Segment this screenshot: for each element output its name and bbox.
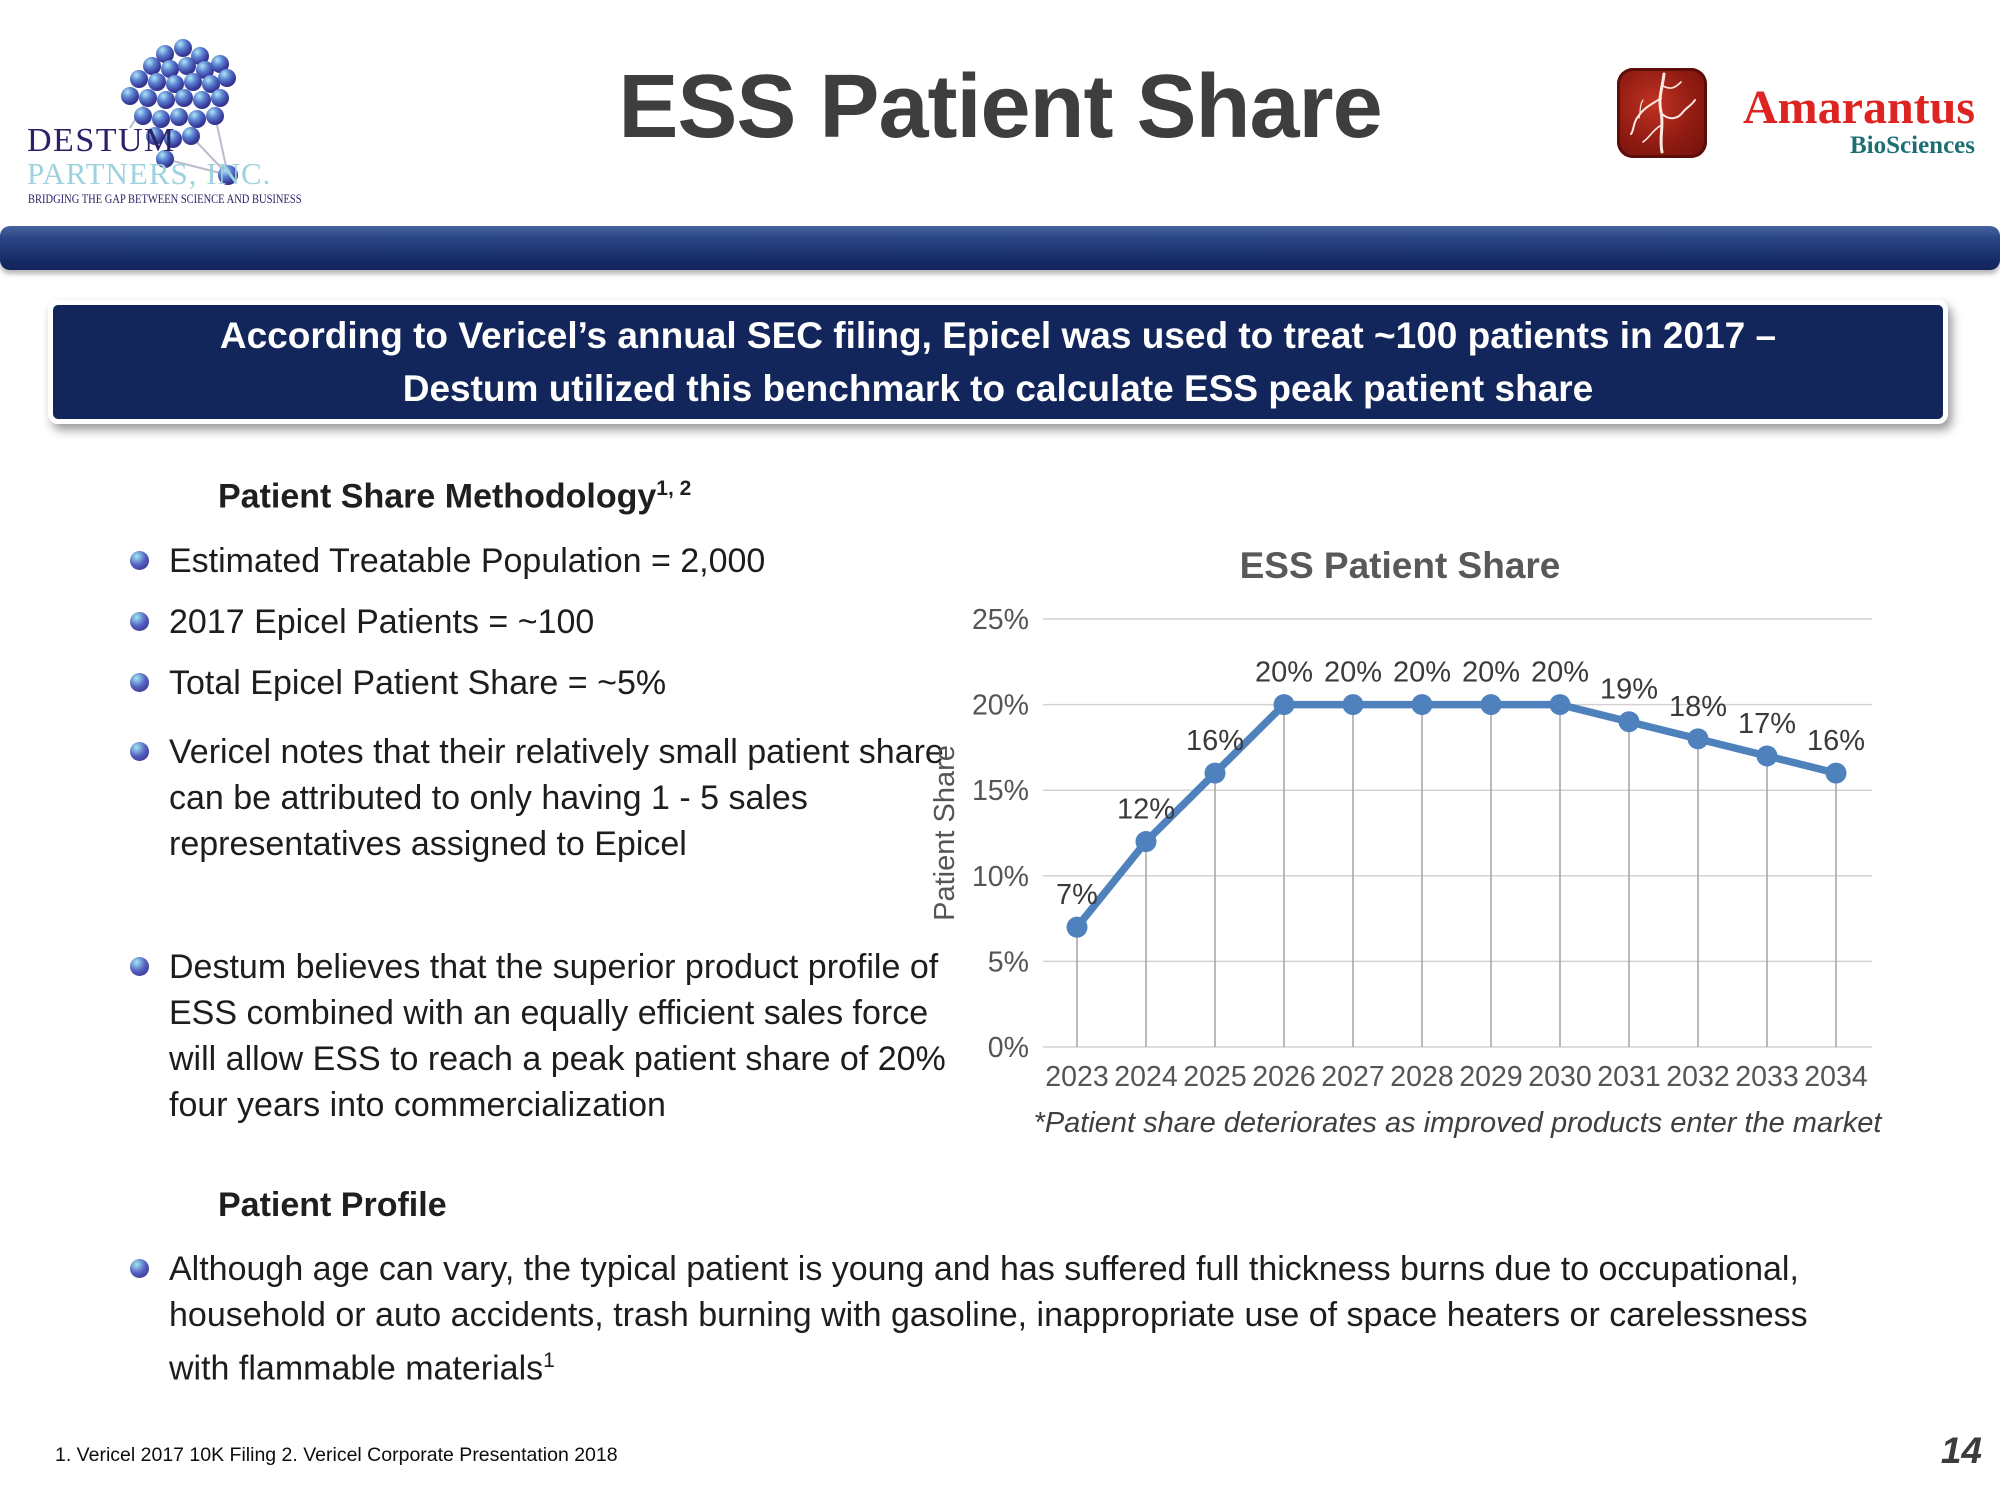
data-label: 18% [1669, 691, 1727, 723]
list-item: Destum believes that the superior produc… [130, 944, 960, 1128]
data-point-2032 [1687, 728, 1709, 750]
list-item: Estimated Treatable Population = 2,000 [130, 538, 765, 584]
x-tick-label: 2029 [1459, 1061, 1522, 1093]
y-tick-label: 10% [972, 861, 1029, 893]
y-tick-label: 20% [972, 690, 1029, 722]
list-item: Vericel notes that their relatively smal… [130, 729, 950, 867]
y-tick-label: 15% [972, 775, 1029, 807]
bullet-sphere-icon [130, 551, 149, 570]
data-point-2031 [1618, 711, 1640, 733]
ess-patient-share-chart: ESS Patient Share Patient Share 0% 5% 10% 15%… [929, 520, 1910, 1160]
bullet-text: Destum believes that the superior produc… [169, 948, 946, 1124]
data-label: 7% [1056, 879, 1098, 911]
data-point-2023 [1066, 916, 1088, 938]
banner-line-1: According to Vericel’s annual SEC filing… [219, 315, 1777, 356]
profile-heading: Patient Profile [218, 1186, 447, 1224]
amarantus-vein-icon [1617, 68, 1707, 158]
data-point-2027 [1342, 694, 1364, 716]
data-point-2029 [1480, 694, 1502, 716]
x-tick-label: 2031 [1597, 1061, 1660, 1093]
chart-annotation: *Patient share deteriorates as improved … [1034, 1107, 1884, 1139]
y-tick-label: 0% [988, 1032, 1029, 1064]
x-tick-label: 2028 [1390, 1061, 1453, 1093]
x-tick-label: 2030 [1528, 1061, 1591, 1093]
bullet-sphere-icon [130, 1259, 149, 1278]
data-point-2025 [1204, 762, 1226, 784]
x-tick-label: 2033 [1735, 1061, 1798, 1093]
bullet-text: Although age can vary, the typical patie… [169, 1250, 1808, 1388]
data-label: 20% [1324, 657, 1382, 689]
bullet-text: Total Epicel Patient Share = ~5% [169, 664, 667, 702]
bullet-sphere-icon [130, 673, 149, 692]
bullet-sphere-icon [130, 612, 149, 631]
methodology-heading: Patient Share Methodology1, 2 [218, 477, 691, 516]
destum-logo: DESTUM PARTNERS, INC. BRIDGING THE GAP B… [15, 22, 325, 227]
x-tick-label: 2034 [1804, 1061, 1868, 1093]
data-point-2034 [1825, 762, 1847, 784]
data-label: 16% [1807, 725, 1865, 757]
page-number: 14 [1940, 1430, 1982, 1471]
banner-line-2: Destum utilized this benchmark to calcul… [402, 368, 1594, 409]
bullet-text: Vericel notes that their relatively smal… [169, 733, 944, 863]
list-item: Total Epicel Patient Share = ~5% [130, 660, 666, 706]
data-label: 17% [1738, 708, 1796, 740]
data-label: 12% [1117, 794, 1175, 826]
data-point-2028 [1411, 694, 1433, 716]
data-label: 16% [1186, 725, 1244, 757]
bullet-footnote-ref: 1 [543, 1349, 555, 1372]
x-tick-label: 2025 [1183, 1061, 1246, 1093]
destum-molecule-icon [121, 39, 238, 185]
y-tick-label: 25% [972, 604, 1029, 636]
methodology-heading-text: Patient Share Methodology [218, 477, 657, 516]
data-label: 19% [1600, 674, 1658, 706]
bullet-text: 2017 Epicel Patients = ~100 [169, 603, 595, 641]
data-point-2030 [1549, 694, 1571, 716]
header-divider-bar [0, 226, 2000, 270]
list-item: 2017 Epicel Patients = ~100 [130, 599, 594, 645]
amarantus-logo-name: Amarantus [1742, 81, 1975, 134]
series-line [1073, 700, 1840, 931]
data-point-2033 [1756, 745, 1778, 767]
destum-logo-tagline: BRIDGING THE GAP BETWEEN SCIENCE AND BUS… [28, 192, 302, 206]
page-title: ESS Patient Share [618, 57, 1382, 157]
amarantus-logo: Amarantus BioSciences [1610, 60, 1980, 170]
data-point-2026 [1273, 694, 1295, 716]
source-citations: 1. Vericel 2017 10K Filing 2. Vericel Co… [55, 1444, 618, 1466]
data-label: 20% [1255, 657, 1313, 689]
x-tick-label: 2032 [1666, 1061, 1729, 1093]
x-tick-label: 2027 [1321, 1061, 1384, 1093]
bullet-text: Estimated Treatable Population = 2,000 [169, 542, 766, 580]
data-point-2024 [1135, 831, 1157, 853]
destum-logo-subname: PARTNERS, INC. [27, 156, 272, 191]
x-tick-label: 2026 [1252, 1061, 1315, 1093]
y-axis-title: Patient Share [930, 745, 961, 921]
methodology-heading-footnote-refs: 1, 2 [656, 477, 692, 500]
data-label: 20% [1393, 657, 1451, 689]
list-item: Although age can vary, the typical patie… [130, 1246, 1870, 1391]
destum-logo-name: DESTUM [27, 122, 176, 159]
y-tick-label: 5% [988, 946, 1029, 978]
data-label: 20% [1531, 657, 1589, 689]
x-tick-label: 2023 [1045, 1061, 1108, 1093]
key-message-banner: According to Vericel’s annual SEC filing… [48, 300, 1948, 424]
data-label: 20% [1462, 657, 1520, 689]
line-chart: ESS Patient Share Patient Share 0% 5% 10% 15%… [929, 545, 1884, 1139]
chart-title: ESS Patient Share [1240, 545, 1561, 586]
bullet-sphere-icon [130, 742, 149, 761]
x-tick-label: 2024 [1114, 1061, 1178, 1093]
bullet-sphere-icon [130, 957, 149, 976]
amarantus-logo-subname: BioSciences [1850, 132, 1975, 159]
